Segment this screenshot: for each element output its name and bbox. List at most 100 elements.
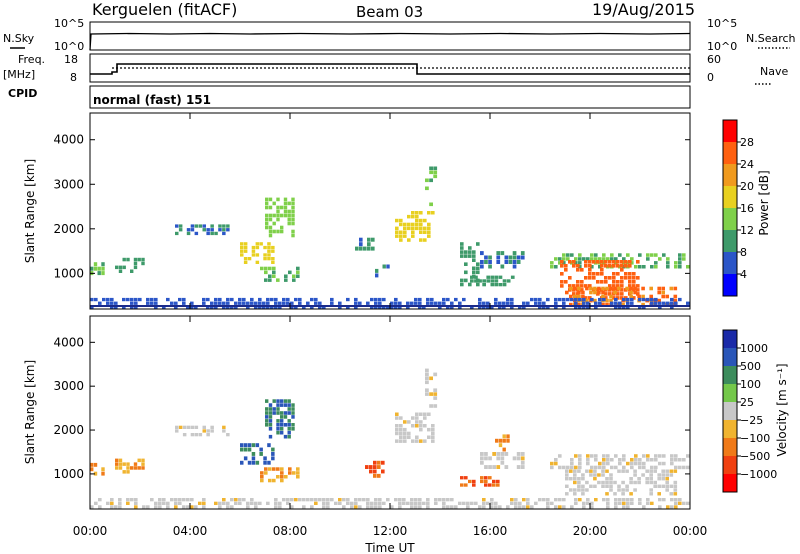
nave-tick-bottom: 0 [707, 71, 714, 84]
echo-cell [632, 296, 636, 300]
echo-cell [365, 465, 369, 469]
echo-cell [280, 423, 284, 427]
echo-cell [458, 301, 462, 305]
echo-cell [378, 297, 382, 302]
echo-cell [206, 228, 210, 232]
echo-cell [581, 477, 585, 481]
nsky-tick-top: 10^5 [54, 17, 84, 30]
echo-cell [574, 501, 578, 505]
echo-cell [460, 242, 464, 246]
echo-region [355, 237, 375, 251]
echo-cell [375, 273, 379, 278]
echo-cell [425, 178, 429, 183]
echo-cell [255, 253, 260, 257]
echo-cell [395, 427, 399, 432]
echo-cell [374, 301, 378, 305]
echo-cell [498, 283, 503, 287]
echo-cell [601, 480, 605, 485]
echo-cell [278, 501, 282, 505]
echo-cell [371, 246, 375, 251]
echo-cell [574, 465, 578, 470]
echo-cell [495, 438, 499, 443]
echo-cell [604, 280, 608, 284]
echo-cell [296, 467, 300, 471]
echo-cell [584, 296, 588, 300]
echo-cell [291, 415, 295, 419]
echo-cell [573, 477, 577, 481]
echo-cell [280, 467, 284, 471]
echo-cell [251, 443, 256, 448]
echo-cell [414, 301, 418, 305]
echo-cell [658, 301, 662, 305]
echo-cell [426, 301, 430, 305]
echo-cell [240, 242, 244, 246]
echo-cell [292, 274, 296, 278]
echo-region [240, 242, 275, 264]
echo-cell [126, 297, 130, 302]
echo-cell [283, 209, 288, 214]
echo-cell [570, 253, 574, 257]
echo-cell [93, 266, 98, 271]
echo-cell [630, 297, 634, 302]
echo-cell [198, 433, 203, 437]
echo-cell [350, 505, 354, 509]
echo-cell [166, 505, 170, 509]
echo-cell [661, 477, 665, 481]
echo-cell [506, 279, 511, 283]
echo-cell [260, 266, 264, 271]
echo-cell [399, 427, 403, 432]
echo-cell [626, 265, 630, 269]
echo-cell [106, 297, 110, 302]
echo-region [115, 458, 145, 474]
echo-cell [314, 498, 318, 502]
echo-cell [271, 447, 275, 452]
echo-cell [268, 419, 273, 423]
echo-cell [605, 492, 609, 496]
power-colorbar-swatch [723, 186, 737, 208]
echo-cell [562, 297, 566, 302]
echo-cell [601, 286, 605, 291]
echo-cell [600, 264, 604, 268]
echo-cell [686, 501, 690, 505]
echo-cell [395, 230, 399, 234]
echo-cell [243, 245, 248, 250]
echo-cell [472, 479, 476, 484]
echo-cell [650, 458, 654, 462]
velocity-colorbar-swatch [723, 330, 737, 348]
echo-cell [354, 301, 358, 305]
echo-cell [546, 501, 550, 505]
echo-cell [618, 265, 622, 269]
echo-cell [202, 429, 206, 433]
echo-cell [318, 498, 322, 502]
echo-cell [374, 498, 378, 502]
echo-cell [175, 224, 179, 228]
echo-cell [598, 265, 602, 269]
echo-cell [381, 460, 385, 465]
echo-cell [636, 260, 640, 264]
echo-cell [302, 505, 306, 509]
echo-cell [626, 501, 630, 505]
echo-cell [230, 498, 234, 502]
nsky-panel-frame [89, 21, 691, 51]
echo-cell [464, 250, 468, 254]
echo-cell [614, 498, 618, 502]
echo-cell [516, 452, 521, 456]
echo-cell [406, 301, 410, 305]
echo-cell [446, 505, 450, 509]
echo-cell [359, 246, 363, 251]
echo-cell [585, 480, 589, 485]
echo-cell [670, 454, 674, 458]
echo-region [395, 412, 435, 443]
echo-cell [326, 501, 330, 505]
echo-cell [464, 262, 468, 266]
velocity-colorbar-swatch [723, 348, 737, 366]
echo-cell [288, 270, 292, 275]
echo-cell [634, 461, 638, 466]
echo-cell [602, 261, 606, 265]
echo-cell [378, 301, 382, 305]
echo-cell [101, 471, 105, 476]
echo-cell [502, 283, 507, 287]
echo-cell [678, 465, 682, 470]
echo-cell [502, 447, 506, 452]
echo-cell [654, 458, 658, 462]
